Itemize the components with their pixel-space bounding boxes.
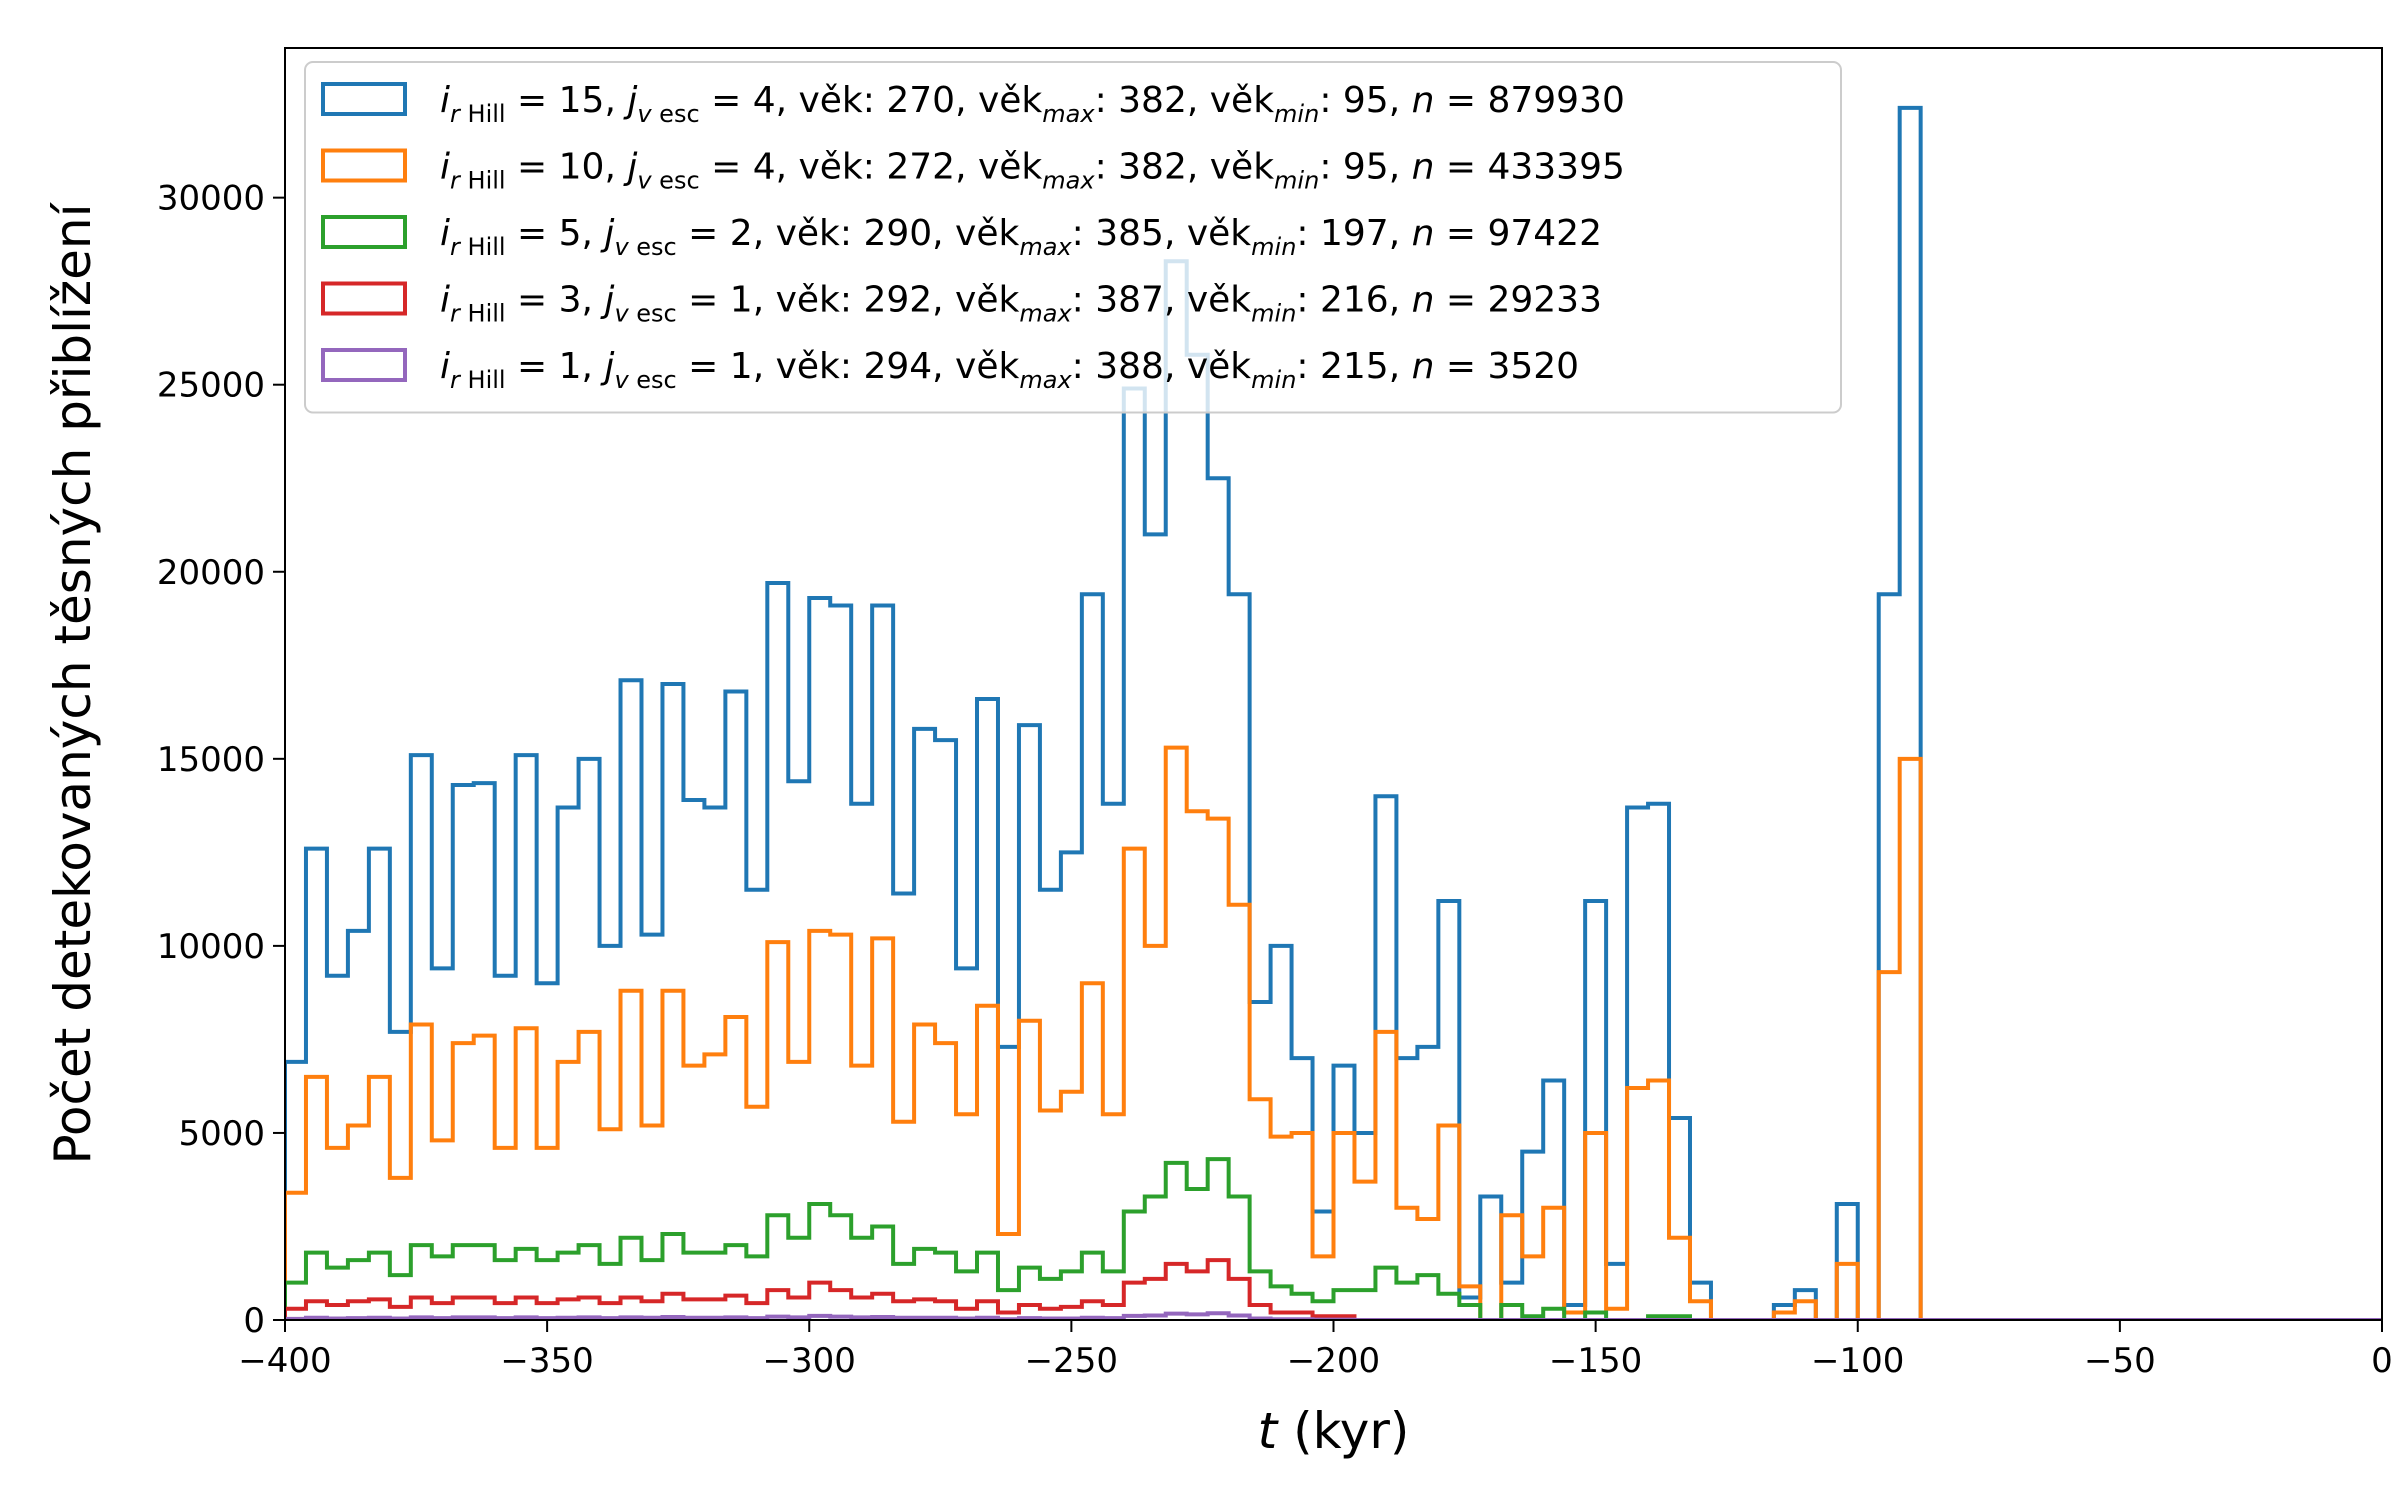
x-axis-label: t (kyr) bbox=[1258, 1402, 1410, 1460]
legend: ir Hill = 15, jv esc = 4, věk: 270, věkm… bbox=[304, 61, 1842, 414]
x-tick-label: −150 bbox=[1549, 1341, 1642, 1381]
series-group bbox=[285, 105, 2382, 1320]
x-tick-label: −250 bbox=[1025, 1341, 1118, 1381]
y-axis-label: Počet detekovaných těsných přiblížení bbox=[44, 201, 102, 1164]
x-tick-label: −50 bbox=[2084, 1341, 2156, 1381]
x-tick-label: −300 bbox=[763, 1341, 856, 1381]
legend-box bbox=[304, 61, 1842, 414]
legend-entry-2: ir Hill = 10, jv esc = 4, věk: 272, věkm… bbox=[440, 147, 1625, 195]
y-tick-label: 0 bbox=[243, 1301, 265, 1341]
x-tick-label: −350 bbox=[500, 1341, 593, 1381]
legend-entry-3: ir Hill = 5, jv esc = 2, věk: 290, věkma… bbox=[440, 213, 1602, 261]
y-tick-label: 15000 bbox=[157, 740, 265, 780]
y-tick-label: 5000 bbox=[178, 1114, 265, 1154]
x-tick-label: −200 bbox=[1287, 1341, 1380, 1381]
legend-swatch-5 bbox=[321, 348, 407, 382]
legend-swatch-3 bbox=[321, 215, 407, 249]
legend-swatch-2 bbox=[321, 148, 407, 183]
series-line-5 bbox=[285, 1311, 2382, 1320]
x-tick-label: 0 bbox=[2371, 1341, 2393, 1381]
legend-entry-1: ir Hill = 15, jv esc = 4, věk: 270, věkm… bbox=[440, 80, 1625, 128]
y-tick-label: 10000 bbox=[157, 927, 265, 967]
series-line-2 bbox=[285, 745, 2382, 1320]
legend-swatch-4 bbox=[321, 281, 407, 316]
y-tick-label: 25000 bbox=[157, 366, 265, 406]
series-line-4 bbox=[285, 1258, 2382, 1320]
legend-entry-4: ir Hill = 3, jv esc = 1, věk: 292, věkma… bbox=[440, 280, 1602, 328]
x-tick-label: −100 bbox=[1811, 1341, 1904, 1381]
legend-swatch-1 bbox=[321, 82, 407, 116]
x-tick-label: −400 bbox=[238, 1341, 331, 1381]
y-tick-label: 20000 bbox=[157, 553, 265, 593]
series-line-1 bbox=[285, 105, 2382, 1320]
legend-entry-5: ir Hill = 1, jv esc = 1, věk: 294, věkma… bbox=[440, 346, 1579, 394]
y-tick-label: 30000 bbox=[157, 179, 265, 219]
ticks-group: −400 −350 −300 −250 −200 −150 −100 −50 0 0 5000 100… bbox=[157, 179, 2393, 1381]
series-line-3 bbox=[285, 1157, 2382, 1320]
